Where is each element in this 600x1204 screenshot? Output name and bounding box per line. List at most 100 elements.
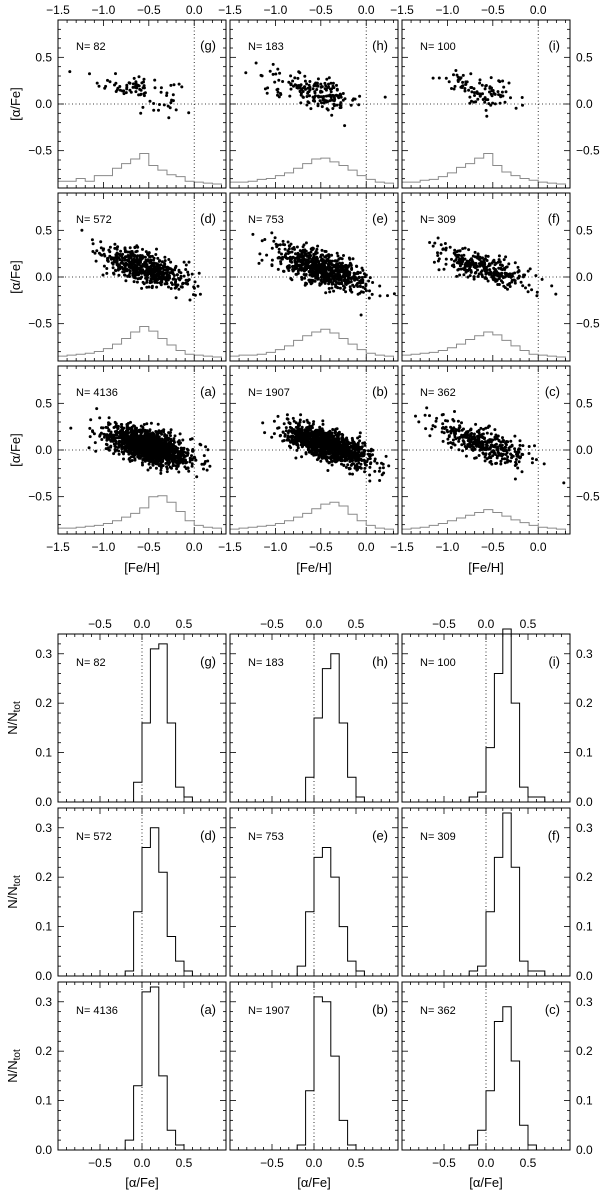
x-tick-label: −1.0 (264, 3, 288, 17)
x-tick-label: 0.0 (186, 3, 203, 17)
data-point (486, 279, 490, 283)
data-point (115, 262, 119, 266)
data-point (340, 270, 344, 274)
data-point (99, 240, 103, 244)
data-point (355, 265, 359, 268)
data-point (157, 447, 161, 451)
data-point (130, 264, 134, 268)
data-point (332, 104, 336, 108)
data-point (436, 236, 440, 240)
data-point (487, 272, 491, 276)
data-point (499, 279, 503, 283)
data-point (144, 445, 148, 449)
data-point (321, 98, 325, 102)
data-point (371, 281, 375, 284)
data-point (463, 263, 467, 267)
data-point (348, 285, 352, 289)
data-point (317, 266, 321, 270)
data-point (136, 254, 140, 258)
data-point (329, 96, 333, 100)
data-point (271, 72, 275, 76)
data-point (205, 468, 209, 472)
data-point (284, 256, 288, 260)
data-point (498, 101, 502, 105)
data-point (172, 444, 176, 448)
data-point (464, 82, 468, 86)
data-point (103, 433, 107, 436)
data-point (308, 94, 311, 98)
data-point (100, 426, 103, 430)
data-point (281, 80, 285, 83)
data-point (113, 437, 117, 441)
data-point (184, 263, 188, 267)
data-point (349, 103, 353, 107)
data-point (158, 103, 161, 106)
data-point (502, 284, 506, 288)
data-point (184, 451, 188, 455)
data-point (469, 72, 473, 76)
data-point (145, 285, 149, 289)
data-point (162, 273, 166, 277)
data-point (179, 274, 183, 278)
data-point (305, 254, 309, 258)
data-point (109, 257, 113, 261)
panel-label: (g) (200, 38, 216, 53)
data-point (387, 464, 391, 468)
data-point (373, 457, 377, 461)
data-point (298, 71, 302, 75)
data-point (187, 469, 191, 473)
data-point (338, 256, 342, 260)
data-point (323, 255, 327, 259)
data-point (69, 426, 73, 430)
data-point (187, 260, 191, 264)
data-point (480, 263, 484, 267)
y-tick-label: 0.0 (35, 443, 52, 457)
data-point (359, 279, 363, 282)
data-point (530, 288, 534, 292)
data-point (204, 445, 208, 449)
data-point (315, 88, 319, 91)
data-point (465, 264, 469, 268)
data-point (370, 292, 374, 296)
data-point (165, 91, 169, 95)
data-point (158, 259, 162, 263)
data-point (465, 80, 469, 84)
data-point (156, 277, 160, 281)
data-point (182, 459, 186, 462)
data-point (133, 424, 136, 428)
y-tick-label: 0.5 (576, 50, 593, 64)
data-point (358, 291, 362, 295)
data-point (479, 260, 483, 264)
data-point (457, 253, 461, 257)
data-point (155, 247, 158, 251)
data-point (337, 281, 341, 285)
data-point (270, 246, 274, 250)
data-point (180, 285, 184, 289)
data-point (297, 268, 301, 271)
data-point (115, 253, 118, 257)
data-point (481, 98, 485, 101)
data-point (150, 284, 154, 288)
data-point (288, 259, 292, 263)
data-point (526, 290, 530, 294)
data-point (88, 435, 92, 439)
data-point (335, 277, 339, 281)
data-point (301, 245, 305, 249)
data-point (320, 90, 324, 94)
data-point (319, 279, 323, 282)
data-point (91, 242, 95, 246)
data-point (276, 93, 279, 97)
data-point (154, 440, 158, 443)
data-point (190, 454, 193, 458)
data-point (367, 296, 371, 300)
data-point (142, 442, 146, 446)
data-point (105, 433, 109, 437)
data-point (169, 428, 173, 432)
data-point (484, 269, 488, 273)
data-point (103, 254, 107, 258)
data-point (378, 466, 382, 470)
y-tick-label: −0.5 (28, 490, 52, 504)
data-point (123, 273, 126, 277)
data-point (331, 272, 334, 276)
data-point (305, 103, 309, 107)
